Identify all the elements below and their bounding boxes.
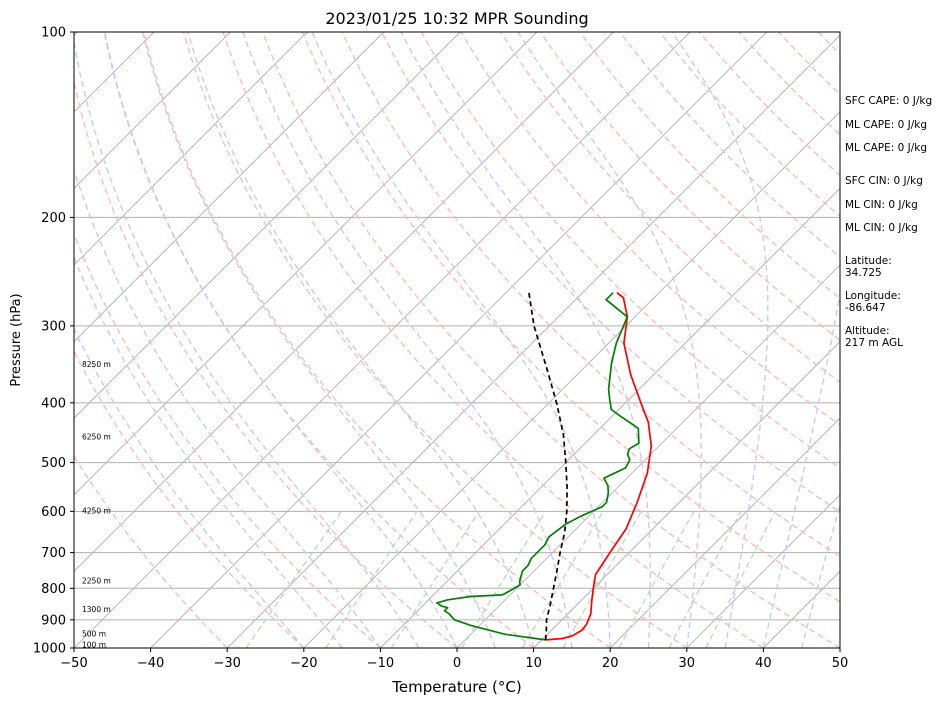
ml-cin-text-1: ML CIN: 0 J/kg (845, 199, 918, 211)
y-tick-label: 800 (41, 582, 66, 597)
x-tick-label: −20 (290, 656, 317, 671)
height-label: 8250 m (82, 360, 111, 369)
x-tick-label: 10 (525, 656, 542, 671)
height-label: 4250 m (82, 506, 111, 515)
x-tick-label: −50 (60, 656, 87, 671)
altitude-label: Altitude: (845, 325, 890, 337)
x-axis-label: Temperature (°C) (391, 678, 521, 696)
y-tick-label: 600 (41, 505, 66, 520)
latitude-value: 34.725 (845, 267, 882, 279)
ml-cin-text-2: ML CIN: 0 J/kg (845, 222, 918, 234)
x-tick-label: 0 (453, 656, 461, 671)
y-tick-label: 900 (41, 613, 66, 628)
ml-cape-text-1: ML CAPE: 0 J/kg (845, 119, 927, 131)
height-label: 100 m (82, 640, 106, 649)
height-label: 500 m (82, 629, 106, 638)
longitude-label: Longitude: (845, 290, 901, 302)
x-tick-label: 40 (755, 656, 772, 671)
altitude-value: 217 m AGL (845, 337, 903, 349)
y-tick-label: 200 (41, 211, 66, 226)
x-tick-label: −40 (137, 656, 164, 671)
height-label: 1300 m (82, 605, 111, 614)
y-tick-label: 300 (41, 319, 66, 334)
ml-cape-text-2: ML CAPE: 0 J/kg (845, 142, 927, 154)
sfc-cape-text: SFC CAPE: 0 J/kg (845, 95, 932, 107)
y-tick-label: 500 (41, 456, 66, 471)
x-tick-label: 30 (679, 656, 696, 671)
y-tick-label: 400 (41, 396, 66, 411)
x-tick-label: −30 (213, 656, 240, 671)
longitude-value: -86.647 (845, 302, 886, 314)
y-tick-label: 700 (41, 546, 66, 561)
y-tick-label: 1000 (33, 642, 66, 657)
x-tick-label: 50 (832, 656, 849, 671)
x-tick-label: 20 (602, 656, 619, 671)
height-label: 2250 m (82, 577, 111, 586)
y-axis-label: Pressure (hPa) (9, 293, 24, 386)
y-tick-label: 100 (41, 26, 66, 41)
sfc-cin-text: SFC CIN: 0 J/kg (845, 175, 923, 187)
x-tick-label: −10 (367, 656, 394, 671)
height-label: 6250 m (82, 432, 111, 441)
chart-title: 2023/01/25 10:32 MPR Sounding (325, 9, 588, 28)
latitude-label: Latitude: (845, 255, 892, 267)
